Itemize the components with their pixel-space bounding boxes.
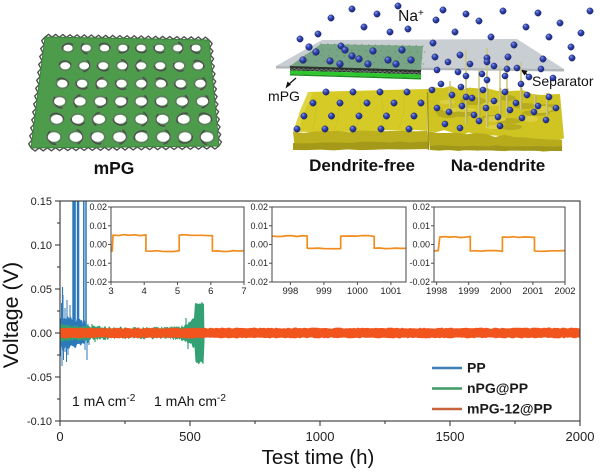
svg-text:1000: 1000 (347, 286, 368, 297)
svg-text:mPG: mPG (94, 158, 135, 178)
svg-text:998: 998 (282, 286, 298, 297)
svg-text:PP: PP (467, 360, 486, 376)
svg-text:1001: 1001 (380, 286, 401, 297)
svg-text:0.01: 0.01 (89, 221, 107, 231)
svg-text:1998: 1998 (426, 286, 447, 297)
svg-text:5: 5 (175, 286, 180, 297)
svg-text:2001: 2001 (522, 286, 543, 297)
svg-text:-0.01: -0.01 (86, 258, 107, 268)
svg-text:Voltage (V): Voltage (V) (0, 262, 23, 368)
svg-text:2000: 2000 (490, 286, 511, 297)
svg-text:500: 500 (179, 429, 201, 444)
svg-text:0.10: 0.10 (31, 240, 52, 252)
svg-text:-0.02: -0.02 (247, 277, 268, 287)
svg-text:-0.02: -0.02 (86, 277, 107, 287)
svg-text:1999: 1999 (458, 286, 479, 297)
svg-text:999: 999 (316, 286, 332, 297)
svg-text:0.01: 0.01 (412, 221, 430, 231)
svg-text:-0.01: -0.01 (247, 258, 268, 268)
svg-text:mPG: mPG (268, 88, 300, 104)
svg-text:Na+: Na+ (398, 8, 424, 25)
svg-text:0.05: 0.05 (31, 284, 52, 296)
svg-text:4: 4 (142, 286, 147, 297)
svg-text:Dendrite-free: Dendrite-free (309, 156, 415, 175)
svg-text:6: 6 (208, 286, 213, 297)
svg-text:Test time (h): Test time (h) (262, 446, 375, 469)
svg-text:0.00: 0.00 (412, 240, 430, 250)
svg-text:0.00: 0.00 (89, 240, 107, 250)
svg-text:-0.10: -0.10 (27, 416, 52, 428)
svg-text:0.02: 0.02 (89, 202, 107, 212)
svg-text:Separator: Separator (532, 73, 594, 89)
svg-text:1 mA cm-2: 1 mA cm-2 (72, 393, 136, 409)
svg-text:0.00: 0.00 (250, 240, 268, 250)
svg-text:1000: 1000 (306, 429, 335, 444)
svg-text:0.15: 0.15 (31, 196, 52, 208)
svg-text:0.02: 0.02 (250, 202, 268, 212)
svg-text:1 mAh cm-2: 1 mAh cm-2 (154, 393, 226, 409)
svg-text:mPG-12@PP: mPG-12@PP (467, 401, 552, 417)
svg-text:-0.05: -0.05 (27, 372, 52, 384)
svg-text:7: 7 (241, 286, 246, 297)
svg-text:3: 3 (108, 286, 113, 297)
svg-text:0.02: 0.02 (412, 202, 430, 212)
svg-text:nPG@PP: nPG@PP (467, 380, 528, 396)
svg-text:0.01: 0.01 (250, 221, 268, 231)
svg-text:1500: 1500 (436, 429, 465, 444)
svg-text:2000: 2000 (566, 429, 595, 444)
svg-text:0: 0 (56, 429, 63, 444)
svg-text:-0.01: -0.01 (409, 258, 430, 268)
svg-text:Na-dendrite: Na-dendrite (451, 156, 545, 175)
svg-text:2002: 2002 (554, 286, 575, 297)
svg-text:0.00: 0.00 (31, 328, 52, 340)
svg-text:-0.02: -0.02 (409, 277, 430, 287)
